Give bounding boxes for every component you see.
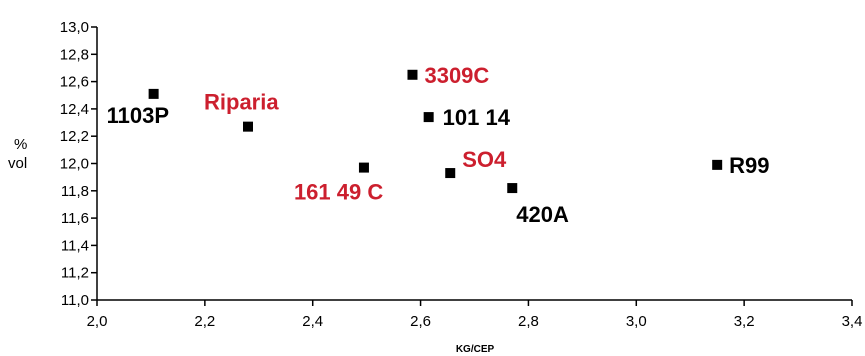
- x-tick-label: 3,0: [626, 313, 647, 330]
- data-point-label: Riparia: [204, 90, 279, 115]
- y-tick-label: 12,2: [60, 128, 89, 145]
- data-point-label: 1103P: [107, 103, 169, 128]
- data-point-label: SO4: [462, 147, 507, 172]
- data-point-marker: [507, 183, 518, 194]
- y-axis-title-line1: %: [14, 136, 27, 153]
- data-point-label: 161 49 C: [294, 180, 383, 205]
- data-point-marker: [358, 162, 369, 173]
- x-tick-label: 2,4: [302, 313, 323, 330]
- data-points: [148, 69, 723, 194]
- data-point-label: 3309C: [424, 63, 489, 88]
- data-labels: 1103P Riparia 161 49 C 3309C 101 14 SO4 420A R9…: [107, 63, 770, 227]
- x-tick-label: 2,8: [518, 313, 539, 330]
- y-tick-label: 12,0: [60, 156, 89, 173]
- data-point-marker: [712, 159, 723, 170]
- y-tick-label: 11,0: [61, 292, 89, 309]
- x-ticks: 2,0 2,2 2,4 2,6 2,8 3,0 3,2 3,4: [87, 300, 863, 330]
- y-tick-label: 11,8: [61, 183, 89, 200]
- x-tick-label: 3,2: [734, 313, 755, 330]
- x-tick-label: 2,6: [410, 313, 431, 330]
- x-tick-label: 2,0: [87, 313, 108, 330]
- data-point-label: 420A: [516, 202, 569, 227]
- y-tick-label: 12,6: [60, 74, 89, 91]
- data-point-marker: [407, 69, 418, 80]
- x-tick-label: 2,2: [194, 313, 215, 330]
- y-tick-label: 13,0: [60, 19, 89, 36]
- data-point-marker: [445, 168, 456, 179]
- data-point-marker: [148, 88, 159, 99]
- y-tick-label: 12,8: [60, 46, 89, 63]
- y-axis-title-line2: vol: [8, 155, 27, 172]
- data-point-marker: [423, 112, 434, 123]
- x-axis-title: KG/CEP: [456, 344, 495, 355]
- y-tick-label: 11,2: [61, 265, 89, 282]
- data-point-label: 101 14: [443, 105, 511, 130]
- y-ticks: 11,0 11,2 11,4 11,6 11,8 12,0 12,2 12,4 12,6 12,8…: [60, 19, 97, 309]
- y-tick-label: 11,6: [61, 210, 89, 227]
- y-tick-label: 11,4: [61, 237, 89, 254]
- x-tick-label: 3,4: [842, 313, 863, 330]
- data-point-marker: [243, 121, 253, 132]
- data-point-label: R99: [729, 153, 769, 178]
- y-tick-label: 12,4: [60, 101, 89, 118]
